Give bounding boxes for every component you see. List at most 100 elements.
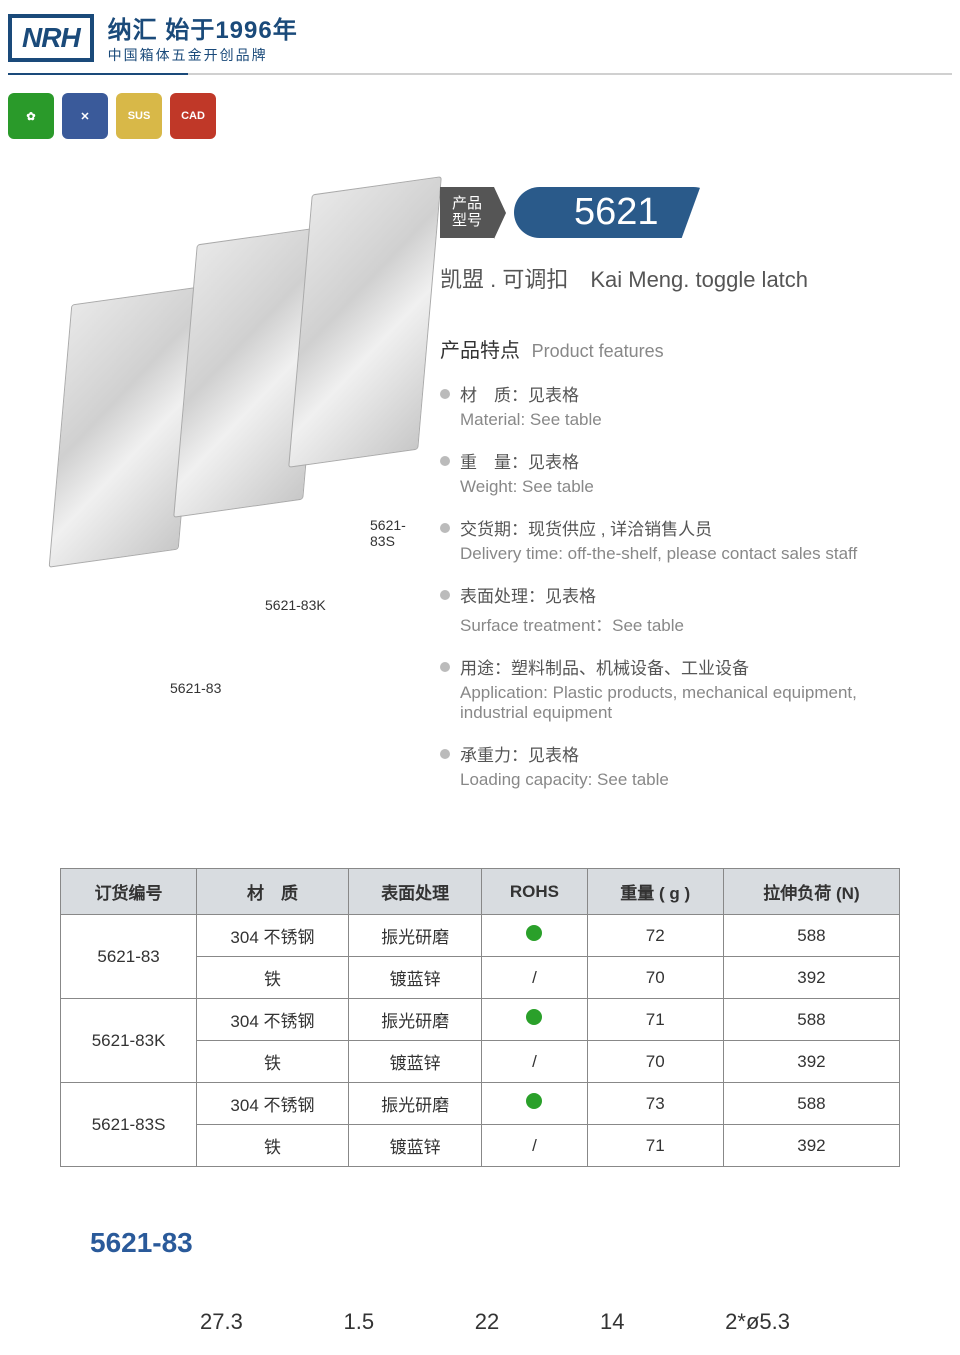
table-cell: 392 [723,957,899,999]
latch-image-1 [49,286,202,567]
table-header-cell: 重量 ( g ) [587,869,723,915]
rohs-dot-icon [526,1009,542,1025]
table-cell: 振光研磨 [348,1083,482,1125]
table-cell: 振光研磨 [348,915,482,957]
table-cell: 304 不锈钢 [197,1083,349,1125]
brand-top: 纳汇 始于1996年 [108,10,298,45]
table-cell: 588 [723,999,899,1041]
order-code-cell: 5621-83S [61,1083,197,1167]
table-cell: / [482,1125,587,1167]
badge-icon: ✿ [8,93,54,139]
features-title: 产品特点 Product features [440,334,920,363]
bullet-icon [440,456,450,466]
table-header-cell: 表面处理 [348,869,482,915]
feature-item: 表面处理：见表格 Surface treatment：See table [440,582,920,636]
dimension-value: 2*ø5.3 [725,1309,790,1335]
brand-bottom: 中国箱体五金开创品牌 [108,45,298,65]
table-cell: 392 [723,1041,899,1083]
feature-item: 交货期：现货供应 , 详洽销售人员 Delivery time: off-the-… [440,515,920,564]
dimensions-row: 27.31.522142*ø5.3 [0,1259,960,1335]
model-row: 产品 型号 5621 [440,187,920,238]
latch-label-3: 5621-83S [370,517,420,549]
features-title-en: Product features [532,341,664,361]
logo-box: NRH [8,14,94,62]
badges-row: ✿✕SUSCAD [0,75,960,157]
dimension-value: 1.5 [344,1309,375,1335]
feature-en: Material: See table [460,410,920,430]
spec-table-wrap: 订货编号材 质表面处理ROHS重量 ( g )拉伸负荷 (N) 5621-833… [0,808,960,1167]
table-cell: 588 [723,915,899,957]
feature-cn: 材 质：见表格 [460,381,579,406]
table-cell: 镀蓝锌 [348,1125,482,1167]
model-label-line2: 型号 [452,213,482,230]
feature-cn: 承重力：见表格 [460,741,579,766]
table-header-cell: 拉伸负荷 (N) [723,869,899,915]
table-cell: 71 [587,999,723,1041]
order-code-cell: 5621-83K [61,999,197,1083]
feature-item: 承重力：见表格 Loading capacity: See table [440,741,920,790]
brand-block: 纳汇 始于1996年 中国箱体五金开创品牌 [108,10,298,65]
model-label: 产品 型号 [440,187,494,238]
spec-table: 订货编号材 质表面处理ROHS重量 ( g )拉伸负荷 (N) 5621-833… [60,868,900,1167]
table-cell: 73 [587,1083,723,1125]
table-cell: 镀蓝锌 [348,1041,482,1083]
table-cell [482,999,587,1041]
header: NRH 纳汇 始于1996年 中国箱体五金开创品牌 [0,0,960,73]
table-cell [482,1083,587,1125]
table-header-cell: 材 质 [197,869,349,915]
feature-en: Loading capacity: See table [460,770,920,790]
table-cell: 铁 [197,1041,349,1083]
table-cell: 71 [587,1125,723,1167]
bullet-icon [440,662,450,672]
product-images: 5621-83 5621-83K 5621-83S [40,187,420,808]
content-area: 5621-83 5621-83K 5621-83S 产品 型号 5621 凯盟 … [0,157,960,808]
feature-cn: 表面处理：见表格 [460,582,596,607]
table-cell: / [482,1041,587,1083]
table-header-cell: 订货编号 [61,869,197,915]
bullet-icon [440,749,450,759]
rohs-dot-icon [526,925,542,941]
bullet-icon [440,523,450,533]
feature-en: Weight: See table [460,477,920,497]
latch-label-2: 5621-83K [265,597,326,613]
feature-cn: 重 量：见表格 [460,448,579,473]
table-cell: 70 [587,1041,723,1083]
feature-cn: 交货期：现货供应 , 详洽销售人员 [460,515,712,540]
feature-item: 材 质：见表格 Material: See table [440,381,920,430]
table-cell: / [482,957,587,999]
features-list: 材 质：见表格 Material: See table 重 量：见表格 Weight:… [440,381,920,790]
rohs-dot-icon [526,1093,542,1109]
table-row: 5621-83304 不锈钢振光研磨72588 [61,915,900,957]
dimension-value: 27.3 [200,1309,243,1335]
badge-icon: ✕ [62,93,108,139]
table-cell: 304 不锈钢 [197,999,349,1041]
latch-image-3 [288,176,442,468]
model-label-line1: 产品 [452,196,482,213]
table-header-row: 订货编号材 质表面处理ROHS重量 ( g )拉伸负荷 (N) [61,869,900,915]
table-cell: 铁 [197,1125,349,1167]
feature-en: Application: Plastic products, mechanica… [460,683,920,723]
table-row: 5621-83S304 不锈钢振光研磨73588 [61,1083,900,1125]
subtitle: 凯盟 . 可调扣 Kai Meng. toggle latch [440,262,920,294]
latch-label-1: 5621-83 [170,680,221,696]
table-cell: 铁 [197,957,349,999]
badge-icon: SUS [116,93,162,139]
feature-cn: 用途：塑料制品、机械设备、工业设备 [460,654,749,679]
bullet-icon [440,590,450,600]
dimension-title: 5621-83 [0,1167,960,1259]
dimension-value: 22 [475,1309,499,1335]
table-cell: 振光研磨 [348,999,482,1041]
features-title-cn: 产品特点 [440,340,520,362]
feature-en: Surface treatment：See table [460,611,920,636]
table-cell: 588 [723,1083,899,1125]
feature-en: Delivery time: off-the-shelf, please con… [460,544,920,564]
logo-text: NRH [22,22,80,54]
feature-item: 用途：塑料制品、机械设备、工业设备 Application: Plastic pr… [440,654,920,723]
table-row: 5621-83K304 不锈钢振光研磨71588 [61,999,900,1041]
table-cell: 304 不锈钢 [197,915,349,957]
model-number: 5621 [514,187,719,238]
table-cell [482,915,587,957]
order-code-cell: 5621-83 [61,915,197,999]
feature-item: 重 量：见表格 Weight: See table [440,448,920,497]
table-cell: 72 [587,915,723,957]
